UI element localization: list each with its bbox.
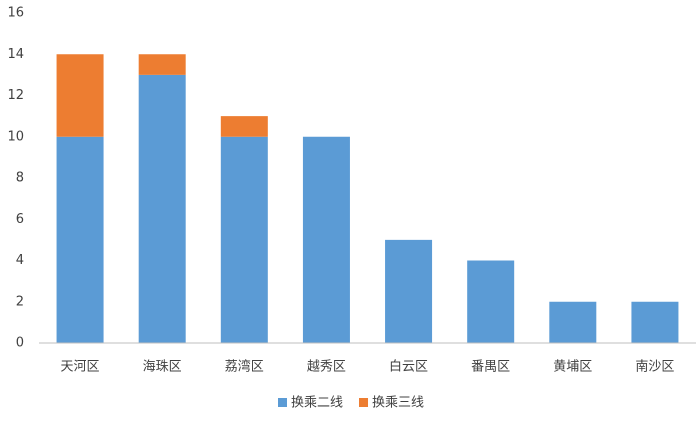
- y-tick-label: 8: [16, 171, 24, 186]
- bar-segment: [467, 260, 515, 343]
- bar-segment: [631, 301, 679, 343]
- legend-label: 换乘二线: [291, 396, 343, 411]
- x-tick-label: 越秀区: [307, 360, 346, 375]
- bar-segment: [220, 116, 268, 137]
- x-tick-label: 海珠区: [143, 360, 182, 375]
- bar-segment: [138, 54, 186, 75]
- legend-label: 换乘三线: [372, 396, 424, 411]
- x-tick-label: 荔湾区: [225, 359, 264, 375]
- x-tick-label: 番禺区: [471, 360, 510, 375]
- legend-swatch: [278, 398, 287, 407]
- y-tick-label: 0: [16, 336, 24, 351]
- x-tick-label: 天河区: [61, 360, 100, 375]
- bar-segment: [56, 136, 104, 343]
- y-tick-label: 6: [16, 212, 24, 227]
- y-tick-label: 12: [7, 88, 24, 103]
- legend-swatch: [359, 398, 369, 407]
- y-tick-label: 16: [7, 6, 24, 21]
- y-tick-label: 4: [16, 253, 24, 268]
- bar-segment: [220, 136, 268, 343]
- bar-segment: [56, 54, 104, 137]
- y-tick-label: 2: [16, 294, 24, 309]
- y-tick-label: 14: [7, 47, 24, 62]
- x-tick-label: 白云区: [389, 359, 428, 375]
- bar-segment: [549, 301, 597, 343]
- x-tick-label: 黄埔区: [553, 360, 592, 375]
- y-tick-label: 10: [7, 129, 24, 144]
- x-tick-label: 南沙区: [635, 359, 674, 375]
- bar-segment: [138, 74, 186, 343]
- bar-segment: [302, 136, 350, 343]
- bar-segment: [385, 239, 433, 343]
